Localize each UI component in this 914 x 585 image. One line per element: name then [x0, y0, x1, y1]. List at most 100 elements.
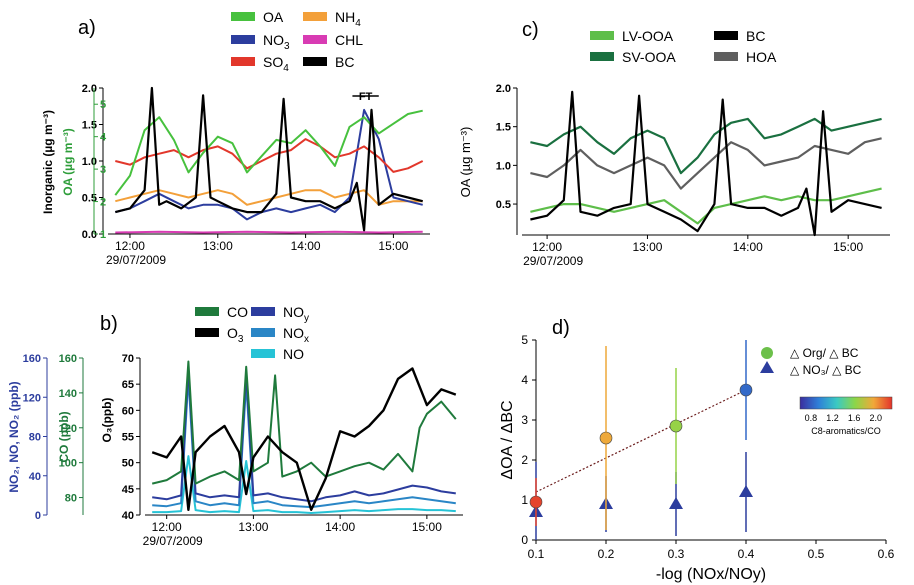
b-legend-subscript: y — [304, 313, 309, 324]
b-x-tick-label: 12:00 — [152, 520, 182, 534]
c-legend-swatch-sv-ooa — [590, 52, 614, 61]
d-legend-circle-marker — [761, 347, 773, 359]
d-x-title: -log (NOx/NOy) — [656, 566, 766, 583]
a-y-left-tick-label: 2.0 — [82, 83, 97, 95]
panel-label-a: a) — [78, 17, 96, 39]
panel-a-plot: 12:00 13:00 14:00 15:00 29/07/2009 0.0 0.5 1.0 1… — [41, 9, 430, 267]
panel-a: a) 12:00 13:00 14:00 15:0029/07/20090.00.51… — [41, 9, 430, 267]
a-y-right-tick-label: 1 — [100, 229, 106, 241]
panel-b-plot: 12:00 13:00 14:00 15:00 29/07/2009 0 40 80 120 16… — [7, 304, 463, 548]
a-legend-swatch-oa — [231, 12, 255, 21]
b-y-co-title: CO (ppb) — [57, 411, 71, 462]
a-legend-subscript: 3 — [284, 41, 290, 52]
c-y-tick-label: 1.5 — [496, 122, 511, 134]
b-y-no-title: NO₂, NO, NO₂ (ppb) — [7, 381, 21, 492]
a-ft-label: FT — [359, 91, 373, 103]
b-y-co-tick-label: 120 — [59, 423, 77, 435]
d-point-triangle — [739, 485, 753, 497]
a-x-tick-label: 13:00 — [203, 239, 233, 253]
d-colorbar-tick-label: 1.6 — [848, 413, 861, 423]
d-colorbar-label: C8-aromatics/CO — [811, 426, 881, 436]
a-series-so4 — [115, 138, 424, 173]
c-date-label: 29/07/2009 — [523, 254, 583, 268]
b-y-o3-tick-label: 55 — [122, 432, 134, 444]
panel-c-plot: 12:00 13:00 14:00 15:00 29/07/2009 0.5 1.0 1.5 2… — [458, 28, 890, 268]
a-date-label: 29/07/2009 — [106, 253, 166, 267]
b-series-noy — [152, 366, 456, 503]
a-y-right-title: OA (µg m⁻³) — [61, 128, 75, 195]
c-y-tick-label: 0.5 — [496, 199, 511, 211]
a-y-left-tick-label: 1.5 — [82, 120, 97, 132]
a-y-left-title: Inorganic (µg m⁻³) — [41, 110, 55, 214]
c-legend-label-hoa: HOA — [746, 49, 777, 65]
c-legend-label-lv-ooa: LV-OOA — [622, 28, 674, 44]
d-x-tick-label: 0.6 — [878, 547, 895, 561]
d-y-title: ΔOA / ΔBC — [499, 400, 516, 479]
d-legend-triangle-marker — [760, 361, 774, 373]
a-series-nh4 — [115, 189, 423, 206]
a-legend-swatch-so4 — [231, 57, 255, 66]
panel-b: b) 12:00 13:00 14:00 15:0029/07/20090408012… — [7, 304, 463, 548]
a-x-tick-label: 14:00 — [291, 239, 321, 253]
d-y-tick-label: 2 — [521, 453, 528, 467]
b-y-no-tick-label: 160 — [23, 353, 41, 365]
c-y-tick-label: 2.0 — [496, 83, 511, 95]
d-point-triangle — [669, 497, 683, 509]
panel-d: d) 0.1 0.2 0.3 0.4 0.5 0.6 0 1 2 3 4 5 -log (NOx/NOy… — [499, 317, 895, 583]
c-legend-swatch-hoa — [714, 52, 738, 61]
b-y-o3-tick-label: 65 — [122, 379, 134, 391]
a-legend-label-oa: OA — [263, 9, 284, 25]
b-y-o3-title: O₃(ppb) — [100, 398, 114, 443]
b-y-no-tick-label: 0 — [35, 510, 41, 522]
b-legend-label-nox: NOx — [283, 325, 309, 345]
b-legend-subscript: x — [304, 334, 309, 345]
d-y-tick-label: 0 — [521, 533, 528, 547]
d-legend: △ Org/ △ BC △ NO₃/ △ BC — [760, 346, 862, 377]
a-legend-label-no3: NO3 — [263, 32, 290, 52]
c-y-title: OA (µg m⁻³) — [458, 127, 473, 198]
b-legend-swatch-noy — [251, 307, 275, 316]
b-x-tick-label: 13:00 — [238, 520, 268, 534]
c-x-tick-label: 12:00 — [532, 240, 562, 254]
b-legend-subscript: 3 — [238, 334, 244, 345]
d-x-tick-label: 0.1 — [528, 547, 545, 561]
d-colorbar — [799, 396, 893, 410]
b-legend-label-noy: NOy — [283, 304, 309, 324]
b-legend-swatch-no — [251, 349, 275, 358]
panel-d-plot: 0.1 0.2 0.3 0.4 0.5 0.6 0 1 2 3 4 5 -log (NOx/NOy) ΔO… — [499, 333, 895, 583]
a-y-left-tick-label: 0.0 — [82, 229, 97, 241]
d-x-tick-label: 0.5 — [808, 547, 825, 561]
panel-label-b: b) — [100, 313, 118, 335]
d-x-tick-label: 0.3 — [668, 547, 685, 561]
a-legend-subscript: 4 — [355, 18, 361, 29]
a-x-tick-label: 15:00 — [378, 239, 408, 253]
c-y-tick-label: 1.0 — [496, 160, 511, 172]
d-legend-label-org: △ Org/ △ BC — [790, 346, 859, 360]
d-point-circle — [739, 383, 753, 397]
d-x-tick-label: 0.2 — [598, 547, 615, 561]
a-legend-subscript: 4 — [283, 63, 289, 74]
b-y-co-tick-label: 80 — [65, 493, 77, 505]
panel-label-d: d) — [552, 317, 570, 339]
a-legend-swatch-bc — [303, 57, 327, 66]
a-y-left-tick-label: 1.0 — [82, 156, 97, 168]
c-series-bc — [530, 90, 882, 237]
d-colorbar-tick-label: 0.8 — [805, 413, 818, 423]
d-y-tick-label: 3 — [521, 413, 528, 427]
a-legend-label-nh4: NH4 — [335, 9, 361, 29]
b-series-co — [151, 360, 457, 485]
b-series-no — [152, 455, 456, 514]
a-legend-label-so4: SO4 — [263, 54, 289, 74]
b-x-tick-label: 14:00 — [325, 520, 355, 534]
d-y-tick-label: 1 — [521, 493, 528, 507]
c-legend-label-sv-ooa: SV-OOA — [622, 49, 676, 65]
d-point-circle — [669, 419, 683, 433]
a-legend-swatch-nh4 — [303, 12, 327, 21]
d-y-tick-label: 5 — [521, 333, 528, 347]
b-y-no-tick-label: 120 — [23, 392, 41, 404]
d-legend-label-no3: △ NO₃/ △ BC — [790, 363, 862, 377]
d-point-circle — [599, 431, 613, 445]
c-legend-label-bc: BC — [746, 28, 765, 44]
a-x-tick-label: 12:00 — [115, 239, 145, 253]
c-legend-swatch-bc — [714, 31, 738, 40]
